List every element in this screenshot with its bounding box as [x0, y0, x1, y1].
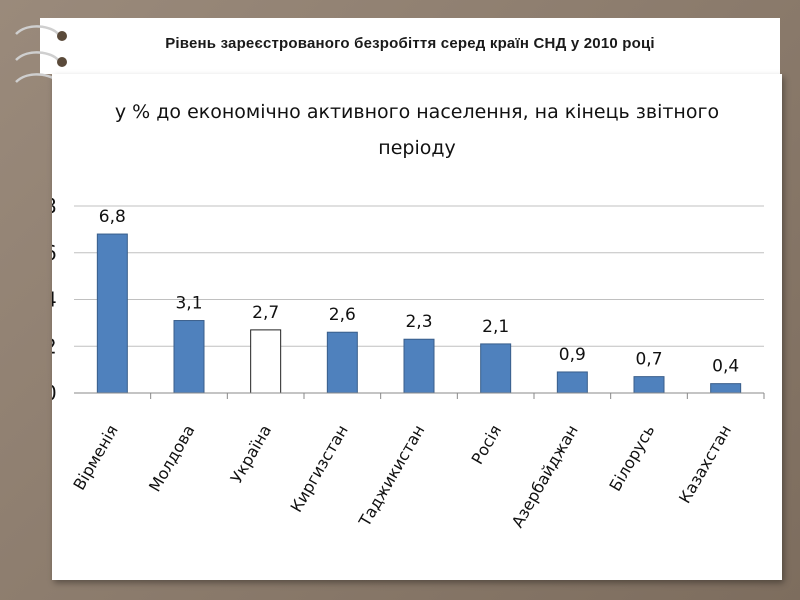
slide-title-strip: Рівень зареєстрованого безробіття серед … — [40, 18, 780, 74]
bar-6 — [556, 371, 588, 394]
slide-title: Рівень зареєстрованого безробіття серед … — [165, 34, 655, 52]
y-tick-label: 8 — [52, 194, 57, 218]
category-label: Україна — [227, 422, 276, 487]
bar-1 — [173, 320, 205, 394]
bar-7 — [633, 376, 665, 394]
y-tick-label: 2 — [52, 334, 57, 358]
data-label: 0,9 — [559, 345, 586, 365]
bar-4 — [403, 338, 435, 394]
data-label: 2,3 — [405, 312, 432, 332]
bar-0 — [96, 233, 128, 394]
bar-2 — [250, 329, 282, 394]
y-tick-label: 4 — [52, 288, 57, 312]
y-axis-ticks: 0 2 4 6 8 — [52, 194, 57, 405]
data-label: 3,1 — [175, 294, 202, 314]
y-tick-label: 6 — [52, 241, 57, 265]
bar-chart: 0 2 4 6 8 6,8 3,1 2,7 2,6 2,3 2,1 0,9 0,7 0,4 Вірмен… — [52, 194, 765, 531]
category-label: Вірменія — [69, 422, 121, 494]
chart-title: у % до економічно активного населення, н… — [52, 94, 782, 166]
category-label: Азербайджан — [508, 422, 582, 531]
data-label: 2,7 — [252, 303, 279, 323]
data-label: 6,8 — [99, 207, 126, 227]
bar-5 — [480, 343, 512, 394]
chart-title-line-2: періоду — [378, 137, 456, 159]
category-label: Казахстан — [675, 422, 735, 507]
chart-title-line-1: у % до економічно активного населення, н… — [114, 101, 720, 123]
category-label: Росія — [468, 422, 506, 468]
category-label: Таджикистан — [355, 422, 429, 531]
data-labels: 6,8 3,1 2,7 2,6 2,3 2,1 0,9 0,7 0,4 — [99, 207, 739, 377]
category-labels: Вірменія Молдова Україна Киргизстан Таджикис… — [69, 393, 765, 531]
data-label: 0,4 — [712, 357, 739, 377]
chart-panel: у % до економічно активного населення, н… — [52, 74, 782, 580]
category-label: Киргизстан — [287, 422, 352, 516]
category-label: Білорусь — [605, 422, 658, 495]
category-label: Молдова — [145, 422, 198, 496]
data-label: 0,7 — [635, 350, 662, 370]
data-label: 2,6 — [329, 305, 356, 325]
bar-3 — [326, 331, 358, 394]
y-tick-label: 0 — [52, 381, 57, 405]
bar-8 — [710, 383, 742, 394]
bars — [96, 233, 742, 394]
data-label: 2,1 — [482, 317, 509, 337]
